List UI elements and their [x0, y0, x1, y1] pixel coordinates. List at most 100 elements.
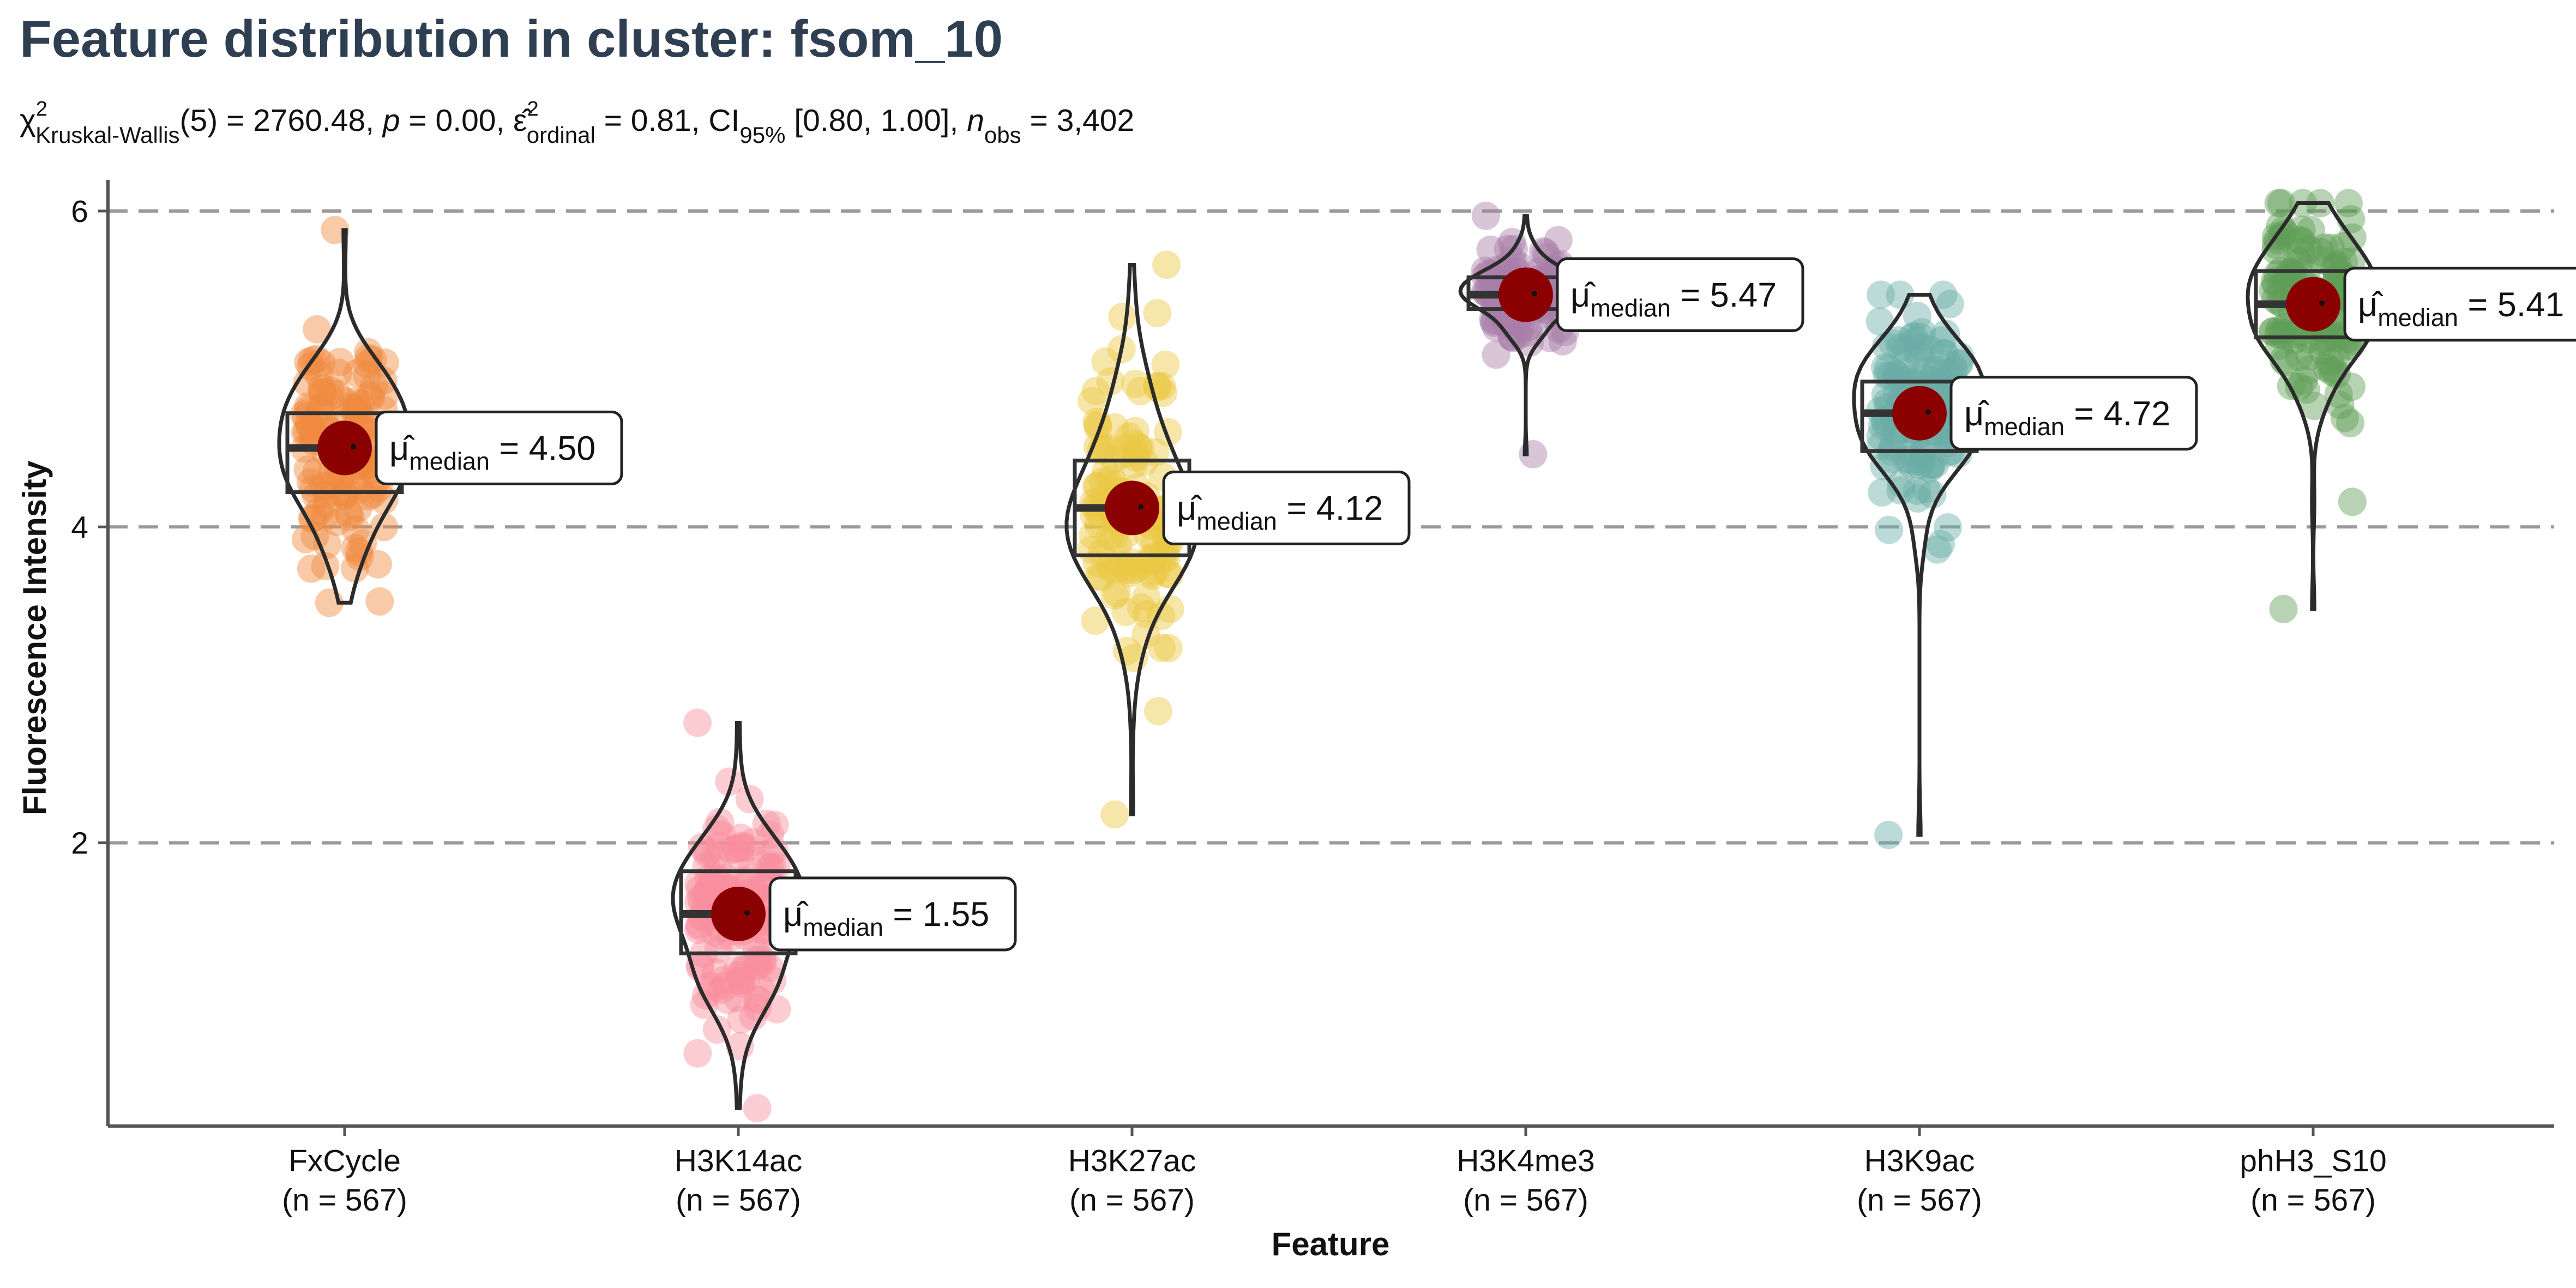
- data-point: [726, 842, 755, 871]
- data-point: [354, 482, 383, 511]
- data-point: [2334, 189, 2363, 218]
- data-point: [2338, 487, 2367, 516]
- data-point: [1898, 323, 1927, 352]
- data-point: [1081, 606, 1110, 635]
- data-point: [2322, 344, 2351, 373]
- median-label-text: μ̂median = 4.72: [1964, 395, 2170, 441]
- data-point: [1919, 364, 1948, 393]
- data-point: [726, 966, 755, 995]
- data-point: [692, 839, 721, 868]
- data-point: [725, 960, 754, 989]
- data-point: [1899, 322, 1928, 351]
- data-point: [334, 499, 363, 528]
- x-tick-label: H3K27ac: [1068, 1143, 1196, 1178]
- data-point: [1515, 328, 1544, 357]
- data-point: [1115, 422, 1143, 451]
- median-label-box: [1949, 376, 2198, 451]
- data-point: [360, 372, 389, 401]
- data-point: [2324, 380, 2353, 408]
- median-label-box: [1162, 471, 1411, 546]
- data-point: [731, 965, 760, 994]
- data-point: [1100, 413, 1129, 442]
- data-point: [1494, 234, 1522, 263]
- data-point: [1897, 450, 1925, 479]
- data-point: [1153, 418, 1182, 447]
- median-dot: [1925, 409, 1931, 415]
- data-point: [1112, 433, 1141, 462]
- data-point: [743, 1094, 772, 1123]
- data-point: [1905, 340, 1934, 369]
- data-point: [2288, 226, 2316, 255]
- data-point: [341, 396, 370, 425]
- data-point: [299, 504, 328, 533]
- median-label: μ̂median = 5.47: [1556, 257, 1804, 333]
- data-point: [1908, 333, 1937, 362]
- data-point: [697, 869, 726, 898]
- data-point: [1087, 539, 1116, 568]
- data-point: [292, 402, 321, 431]
- data-point: [2294, 254, 2322, 282]
- data-point: [1498, 246, 1527, 275]
- data-point: [1137, 558, 1166, 587]
- data-point: [1929, 280, 1958, 309]
- data-point: [2287, 215, 2316, 244]
- data-point: [684, 869, 713, 898]
- data-point: [346, 389, 375, 418]
- data-point: [1886, 333, 1915, 362]
- data-point: [2278, 258, 2307, 287]
- median-point: [711, 886, 766, 941]
- x-ticks: FxCycle (n = 567) H3K14ac (n = 567) H3K27ac (…: [282, 1126, 2387, 1218]
- data-point: [1477, 260, 1506, 288]
- data-point: [1126, 434, 1154, 462]
- data-point: [691, 981, 720, 1010]
- data-point: [756, 838, 785, 867]
- data-point: [337, 394, 366, 423]
- median-dot: [1532, 291, 1537, 297]
- data-point: [684, 916, 713, 944]
- data-point: [2264, 320, 2293, 349]
- data-point: [742, 984, 771, 1013]
- data-point: [305, 396, 334, 425]
- violin-outline: [671, 721, 806, 1110]
- data-point: [369, 366, 398, 395]
- data-point: [683, 708, 712, 737]
- data-point: [688, 888, 717, 917]
- data-point: [305, 497, 334, 526]
- data-point: [1088, 467, 1117, 496]
- data-point: [704, 935, 733, 964]
- median-label: μ̂median = 4.50: [375, 410, 623, 485]
- x-tick-count: (n = 567): [676, 1183, 801, 1218]
- data-point: [2261, 231, 2290, 260]
- data-point: [1929, 339, 1958, 368]
- median-dot: [2319, 300, 2325, 306]
- data-point: [345, 475, 374, 504]
- data-point: [1113, 556, 1142, 585]
- data-point: [1866, 422, 1895, 450]
- data-point: [2269, 594, 2298, 623]
- median-labels: μ̂median = 4.50 μ̂median = 1.55 μ̂median =…: [375, 257, 2576, 952]
- data-point: [1907, 448, 1936, 477]
- data-point: [1927, 529, 1955, 558]
- data-point: [1121, 417, 1149, 446]
- data-point: [1108, 302, 1137, 331]
- data-point: [739, 1002, 768, 1031]
- x-tick-label: H3K14ac: [675, 1143, 803, 1178]
- data-point: [1132, 582, 1161, 611]
- data-point: [330, 480, 359, 509]
- median-label: μ̂median = 5.41: [2343, 267, 2576, 342]
- data-point: [341, 534, 370, 563]
- data-point: [684, 888, 713, 917]
- data-point: [345, 538, 374, 567]
- data-point: [705, 831, 734, 860]
- data-point: [2322, 360, 2351, 389]
- data-point: [727, 833, 756, 862]
- data-point: [1084, 510, 1113, 539]
- data-point: [2277, 259, 2306, 288]
- data-point: [297, 554, 326, 583]
- data-point: [326, 347, 354, 376]
- data-point: [1927, 326, 1956, 355]
- data-point: [1078, 387, 1106, 416]
- data-point: [1482, 313, 1510, 342]
- median-point: [1892, 386, 1947, 441]
- data-point: [2291, 375, 2320, 404]
